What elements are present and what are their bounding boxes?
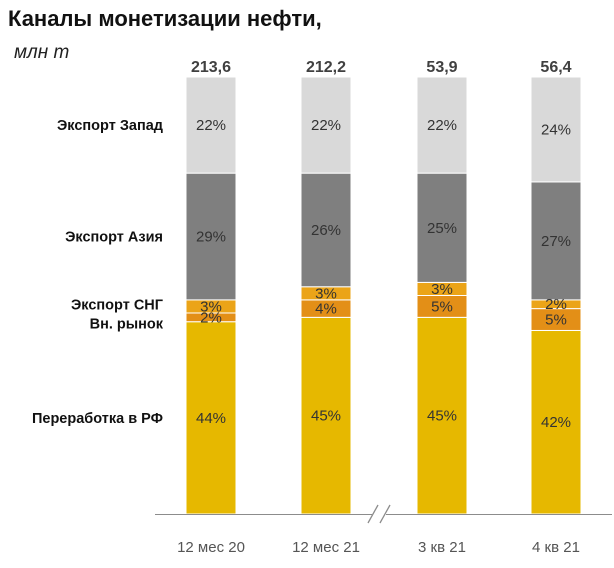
data-label: 24% [541,121,571,138]
data-label: 2% [200,309,222,326]
data-label: 5% [431,298,453,315]
data-label: 45% [427,408,457,425]
data-label: 22% [311,117,341,134]
data-label: 22% [427,117,457,134]
bar-segment [185,76,237,174]
series-label: Экспорт Азия [65,230,163,246]
bar-segment [416,76,468,174]
data-label: 26% [311,222,341,239]
data-label: 5% [545,312,567,329]
data-label: 3% [315,285,337,302]
bar-segment [416,316,468,515]
data-label: 42% [541,414,571,431]
axis-break-mark [379,504,391,524]
chart-subtitle: млн т [14,42,70,63]
data-label: 4% [315,301,337,318]
total-label: 212,2 [306,59,346,76]
bar-segment [185,321,237,515]
data-label: 44% [196,410,226,427]
data-label: 22% [196,117,226,134]
total-label: 53,9 [426,59,457,76]
data-label: 45% [311,408,341,425]
series-label: Переработка в РФ [32,411,163,427]
data-label: 29% [196,229,226,246]
bar-segment [416,172,468,283]
series-label: Экспорт Запад [57,118,163,134]
bar-segment [530,76,582,183]
total-label: 56,4 [540,59,571,76]
series-label: Вн. рынок [90,316,164,332]
data-label: 3% [431,281,453,298]
x-tick-label: 12 мес 20 [177,539,245,556]
axis-break-mark [367,504,379,524]
chart-title: Каналы монетизации нефти, [8,6,322,31]
data-label: 3% [200,298,222,315]
bar-segment [530,181,582,301]
data-label: 25% [427,220,457,237]
data-label: 2% [545,296,567,313]
x-tick-label: 3 кв 21 [418,539,466,556]
series-label: Экспорт СНГ [71,297,163,313]
x-tick-label: 12 мес 21 [292,539,360,556]
total-label: 213,6 [191,59,231,76]
bar-segment [300,76,352,174]
data-label: 27% [541,233,571,250]
x-tick-label: 4 кв 21 [532,539,580,556]
